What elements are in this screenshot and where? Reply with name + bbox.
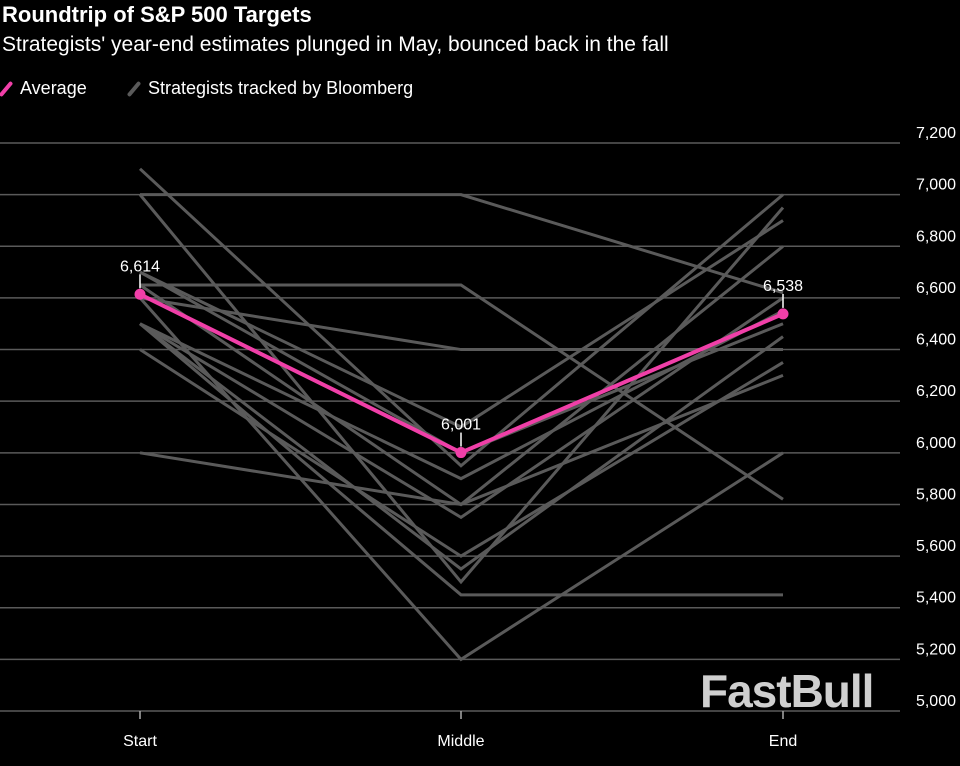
chart-title: Roundtrip of S&P 500 Targets [2, 2, 312, 27]
strategist-line [139, 296, 784, 520]
legend-label-strategists: Strategists tracked by Bloomberg [148, 78, 414, 98]
strategist-line [139, 296, 783, 352]
strategist-line [138, 167, 784, 468]
x-tick-label: Start [123, 733, 157, 750]
strategist-line [139, 322, 784, 571]
average-data-label: 6,001 [441, 417, 481, 434]
legend-average: Average [0, 78, 87, 99]
y-tick-label: 6,800 [916, 228, 956, 245]
x-tick-label: Middle [437, 733, 484, 750]
average-data-label: 6,538 [763, 278, 803, 295]
x-tick-label: End [769, 733, 797, 750]
y-tick-label: 6,600 [916, 280, 956, 297]
strategist-line [138, 193, 785, 585]
average-point [455, 447, 467, 459]
y-tick-label: 6,200 [916, 383, 956, 400]
y-tick-label: 5,800 [916, 486, 956, 503]
strategist-line [140, 193, 784, 295]
y-tick-label: 7,200 [916, 125, 956, 142]
y-tick-label: 5,000 [916, 693, 956, 710]
chart-subtitle: Strategists' year-end estimates plunged … [2, 33, 669, 56]
legend-label-average: Average [20, 78, 87, 98]
strategist-line [139, 373, 784, 507]
y-tick-label: 5,200 [916, 641, 956, 658]
y-tick-label: 7,000 [916, 177, 956, 194]
y-tick-label: 5,400 [916, 590, 956, 607]
watermark-logo: FastBull [700, 665, 874, 717]
legend-strategists: Strategists tracked by Bloomberg [126, 78, 414, 99]
average-point [777, 308, 789, 320]
strategist-line [139, 219, 784, 429]
strategist-line [139, 348, 784, 558]
strategist-line [139, 322, 783, 597]
average-point [134, 288, 146, 300]
average-data-label: 6,614 [120, 258, 160, 275]
y-tick-label: 6,400 [916, 332, 956, 349]
y-tick-label: 5,600 [916, 538, 956, 555]
y-tick-label: 6,000 [916, 435, 956, 452]
